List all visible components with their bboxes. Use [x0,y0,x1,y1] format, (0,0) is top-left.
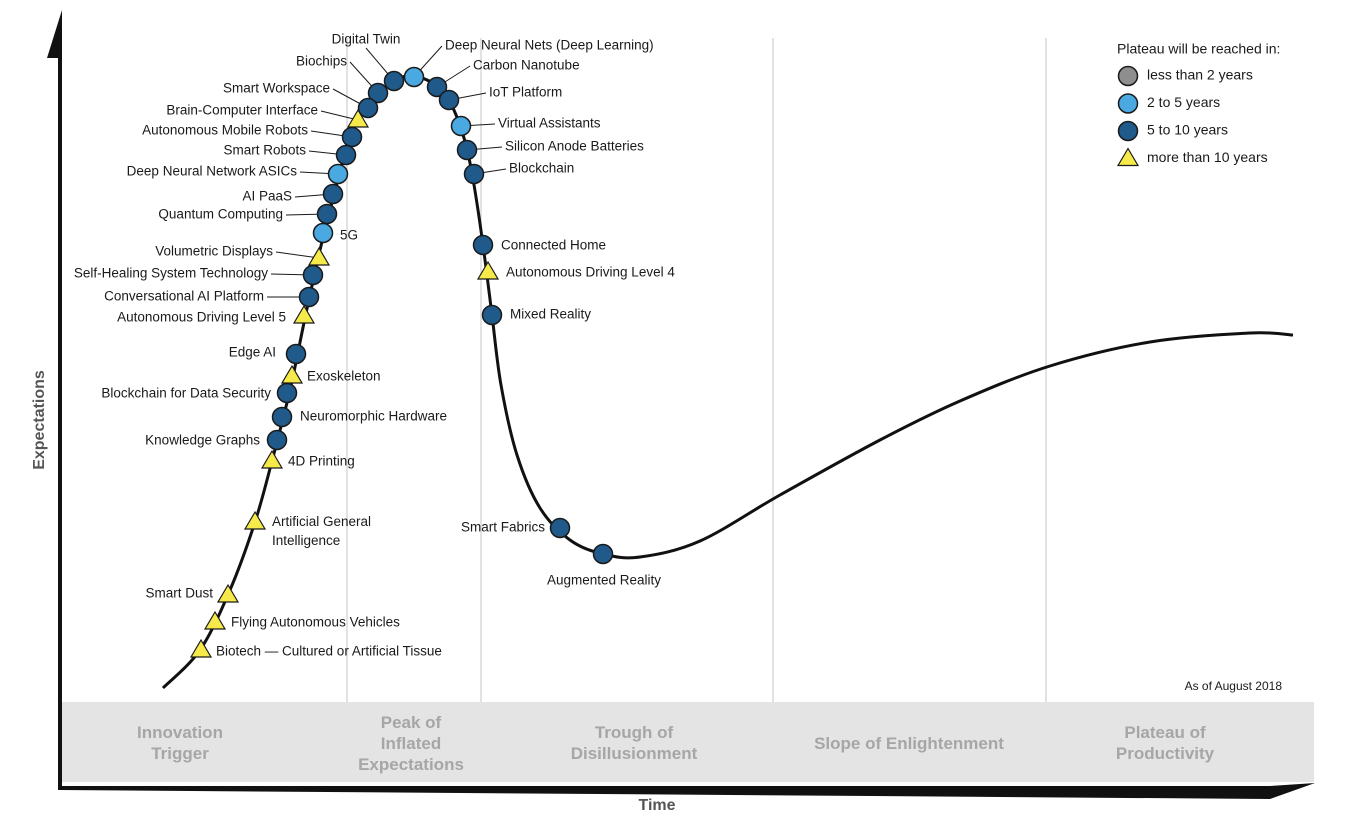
marker-circle [481,304,503,326]
note: As of August 2018 [1185,679,1283,693]
technology-label: Flying Autonomous Vehicles [231,615,400,630]
marker-triangle [1116,147,1140,167]
marker-triangle [203,610,227,630]
marker-triangle [189,638,213,658]
technology-label: IoT Platform [489,85,562,100]
legend-title: Plateau will be reached in: [1117,41,1280,57]
phase-dividers [346,38,1047,702]
technology-label: Mixed Reality [510,307,591,322]
technology-label: Volumetric Displays [155,244,273,259]
marker-triangle [292,304,316,324]
marker-triangle [243,510,267,530]
marker-circle [438,89,460,111]
legend-label: 5 to 10 years [1147,122,1228,138]
marker-circle [1117,65,1139,87]
marker-circle [341,126,363,148]
marker-circle [276,382,298,404]
legend-label: more than 10 years [1147,149,1268,165]
technology-label: Biochips [296,54,347,69]
marker-circle [426,76,448,98]
technology-label: 4D Printing [288,454,355,469]
marker-circle [472,234,494,256]
x-axis-label: Time [638,797,675,814]
technology-label: Self-Healing System Technology [74,266,268,281]
technology-label: Autonomous Driving Level 4 [506,265,675,280]
technology-label: Autonomous Mobile Robots [142,123,308,138]
technology-label: Connected Home [501,238,606,253]
marker-circle [302,264,324,286]
technology-label: AI PaaS [242,189,292,204]
technology-label: Neuromorphic Hardware [300,409,447,424]
marker-circle [1117,93,1139,114]
phase-label: Peak of Inflated Expectations [358,712,464,774]
technology-label: Quantum Computing [158,207,283,222]
marker-circle [271,406,293,428]
marker-circle [383,70,405,92]
technology-label: Brain-Computer Interface [166,103,318,118]
marker-circle [357,97,379,119]
marker-triangle [280,364,304,384]
marker-triangle [216,583,240,603]
marker-circle [327,163,349,185]
phase-label: Innovation Trigger [137,723,223,763]
marker-circle [312,222,334,244]
marker-circle [335,144,357,166]
technology-label: Augmented Reality [547,573,661,588]
technology-label: Edge AI [229,345,276,360]
technology-label: Blockchain for Data Security [101,386,271,401]
y-axis [47,10,62,790]
technology-label: Smart Fabrics [461,520,545,535]
technology-label: Digital Twin [332,32,401,47]
technology-label: Biotech — Cultured or Artificial Tissue [216,644,442,659]
technology-label: 5G [340,228,358,243]
marker-circle [298,286,320,308]
technology-label: Virtual Assistants [498,116,601,131]
technology-label: Smart Dust [145,586,213,601]
technology-markers: Digital Twin Deep Neural Nets (Deep Learn… [74,32,675,659]
technology-label: Deep Neural Network ASICs [127,164,298,179]
technology-label: Artificial General Intelligence [272,514,371,548]
phase-label: Trough of Disillusionment [570,723,698,763]
marker-circle [266,429,288,451]
technology-label: Conversational AI Platform [104,289,264,304]
y-axis-label: Expectations [31,370,48,470]
technology-label: Carbon Nanotube [473,58,580,73]
marker-circle [592,543,614,565]
leader-line [320,110,359,121]
marker-triangle [260,449,284,469]
marker-triangle [346,108,370,128]
marker-circle [316,203,338,225]
marker-circle [549,517,571,539]
technology-label: Silicon Anode Batteries [505,139,644,154]
x-axis [58,783,1315,799]
marker-circle [322,183,344,205]
phase-label: Plateau of Productivity [1115,723,1215,763]
marker-circle [456,139,478,161]
legend-label: 2 to 5 years [1147,94,1220,110]
phase-band [62,702,1314,782]
legend-label: less than 2 years [1147,67,1253,83]
technology-label: Exoskeleton [307,369,381,384]
marker-triangle [307,246,331,266]
marker-circle [367,82,389,104]
leader-line [275,251,320,259]
technology-label: Knowledge Graphs [145,433,260,448]
marker-circle [285,343,307,365]
marker-circle [450,115,472,137]
technology-label: Autonomous Driving Level 5 [117,310,286,325]
technology-label: Smart Robots [223,143,306,158]
technology-label: Smart Workspace [223,81,330,96]
marker-circle [1117,120,1139,142]
phase-label: Slope of Enlightenment [814,733,1004,753]
marker-circle [403,66,425,88]
technology-label: Blockchain [509,161,574,176]
technology-label: Deep Neural Nets (Deep Learning) [445,38,654,53]
marker-circle [463,163,485,185]
marker-triangle [476,260,500,280]
